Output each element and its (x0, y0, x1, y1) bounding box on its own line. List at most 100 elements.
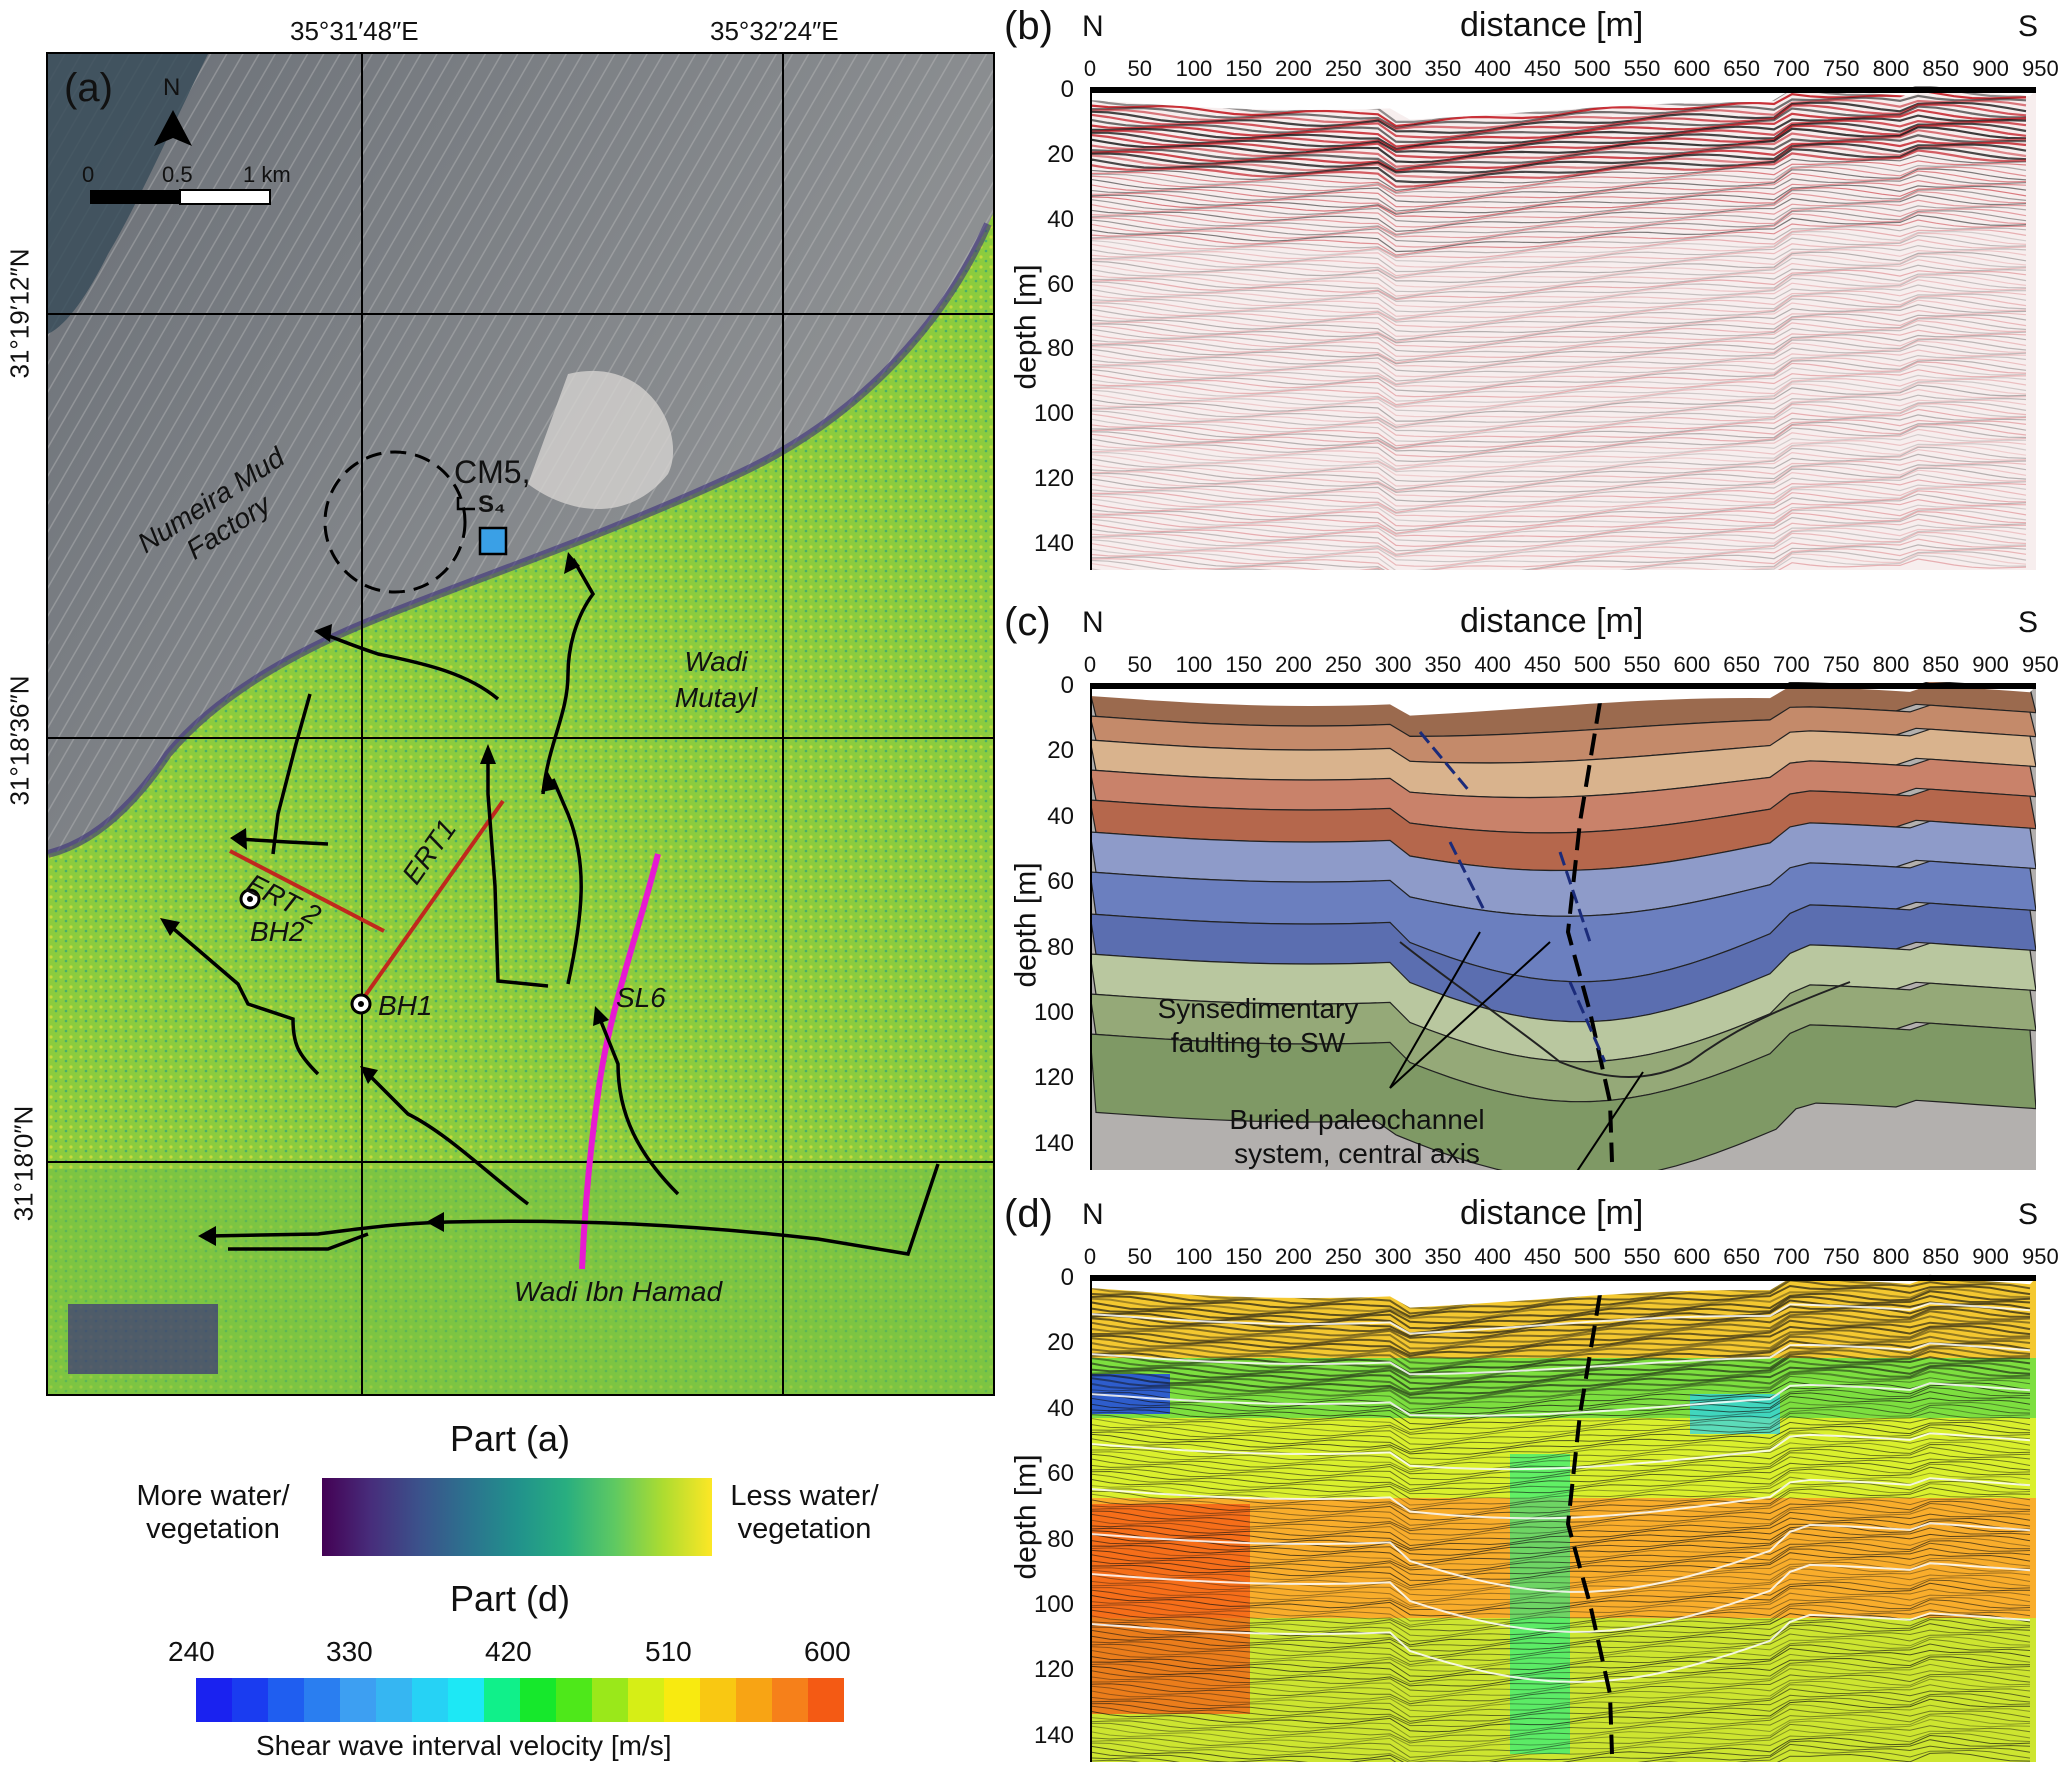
section-b-depth-tick: 40 (1047, 205, 1074, 233)
section-b-x-tick: 950 (2022, 56, 2059, 81)
section-c-depth-tick: 40 (1047, 802, 1074, 830)
more-water-label: More water/ vegetation (136, 1480, 290, 1546)
panel-d-letter: (d) (1004, 1192, 1053, 1236)
section-b-x-tick: 400 (1474, 56, 1512, 81)
section-c-depth-tick: 120 (1033, 1064, 1074, 1092)
section-d-depth-tick: 100 (1033, 1591, 1074, 1619)
section-d-x-tick: 450 (1524, 1244, 1561, 1269)
section-c-x-tick: 650 (1723, 652, 1760, 677)
section-c-depth-tick: 100 (1033, 999, 1074, 1027)
section-c-depth-tick: 140 (1033, 1129, 1074, 1157)
synsedimentary-annotation: Synsedimentary faulting to SW (1157, 993, 1359, 1058)
section-d-plot (1090, 1274, 2036, 1762)
section-c-depth-tick: 20 (1047, 737, 1074, 765)
section-d-left: N (1082, 1198, 1104, 1231)
section-d-x-tick: 300 (1374, 1244, 1412, 1269)
section-b-x-tick: 900 (1972, 56, 2009, 81)
section-c-x-tick: 950 (2022, 652, 2059, 677)
north-label: N (163, 74, 181, 101)
section-d-distance-label: distance [m] (1460, 1194, 1644, 1232)
section-d-x-tick: 850 (1922, 1244, 1960, 1269)
section-d-depth-tick: 120 (1033, 1656, 1074, 1684)
section-d-x-tick: 250 (1324, 1244, 1362, 1269)
legend-part-d-title: Part (d) (450, 1578, 571, 1619)
velocity-colorbar-segment (196, 1678, 232, 1722)
velocity-tick-420: 420 (485, 1636, 532, 1667)
section-c-x-tick: 750 (1822, 652, 1860, 677)
section-b-x-tick: 500 (1573, 56, 1611, 81)
section-d-right: S (2018, 1198, 2039, 1231)
section-c-x-tick: 400 (1474, 652, 1512, 677)
section-c-x-tick: 0 (1083, 652, 1097, 677)
section-c-x-tick: 200 (1275, 652, 1312, 677)
section-d-x-tick: 550 (1623, 1244, 1661, 1269)
section-d-x-tick: 400 (1474, 1244, 1512, 1269)
section-c-x-tick: 700 (1773, 652, 1810, 677)
section-c-x-tick: 150 (1225, 652, 1263, 677)
velocity-colorbar-segment (628, 1678, 664, 1722)
section-d-x-tick: 100 (1175, 1244, 1213, 1269)
section-c-x-tick: 800 (1872, 652, 1910, 677)
section-d-x-tick: 500 (1573, 1244, 1611, 1269)
section-b-x-tick: 700 (1773, 56, 1810, 81)
section-b-left: N (1082, 10, 1104, 43)
velocity-caption: Shear wave interval velocity [m/s] (256, 1730, 672, 1761)
section-c-x-tick: 350 (1424, 652, 1462, 677)
section-b-x-tick: 150 (1225, 56, 1263, 81)
bh2-label: BH2 (250, 916, 305, 947)
section-c-depth-tick: 0 (1060, 672, 1074, 699)
map-panel-a: (a) N 0 0.5 1 km Numeira Mud Factory CM5… (46, 52, 995, 1396)
panel-a-letter: (a) (64, 66, 113, 110)
velocity-colorbar-segment (664, 1678, 700, 1722)
section-b-x-tick: 50 (1127, 56, 1153, 81)
section-b-x-tick: 250 (1324, 56, 1362, 81)
section-b-x-tick: 0 (1083, 56, 1097, 81)
velocity-colorbar-segment (700, 1678, 736, 1722)
section-b-plot (1090, 86, 2036, 570)
lat-label-1: 31°19′12″N (4, 248, 35, 379)
velocity-colorbar-segment (520, 1678, 556, 1722)
velocity-colorbar-segment (304, 1678, 340, 1722)
section-b-depth-tick: 120 (1033, 465, 1074, 493)
scale-tick-2: 1 km (243, 162, 291, 187)
section-b-x-tick: 300 (1374, 56, 1412, 81)
section-c-left: N (1082, 606, 1104, 639)
section-d-x-tick: 700 (1773, 1244, 1810, 1269)
map-image (48, 54, 993, 1394)
section-b-depth-tick: 60 (1047, 270, 1074, 298)
velocity-tick-330: 330 (326, 1636, 373, 1667)
velocity-colorbar-segment (376, 1678, 412, 1722)
velocity-colorbar-segment (448, 1678, 484, 1722)
section-c-x-tick: 250 (1324, 652, 1362, 677)
section-b-depth-tick: 80 (1047, 335, 1074, 363)
section-b-x-tick: 200 (1275, 56, 1312, 81)
velocity-tick-510: 510 (645, 1636, 692, 1667)
section-d-depth-tick: 60 (1047, 1460, 1074, 1488)
section-c-depth-tick: 80 (1047, 933, 1074, 961)
section-b-depth-tick: 20 (1047, 140, 1074, 168)
section-b-x-tick: 750 (1822, 56, 1860, 81)
section-b-distance-label: distance [m] (1460, 6, 1644, 44)
section-b-x-tick: 100 (1175, 56, 1213, 81)
wadi-mutayl-label: Wadi Mutayl (674, 646, 758, 714)
section-c-right: S (2018, 606, 2039, 639)
section-b-x-tick: 850 (1922, 56, 1960, 81)
velocity-colorbar-segment (808, 1678, 844, 1722)
section-c-x-tick: 50 (1127, 652, 1153, 677)
paleochannel-annotation: Buried paleochannel system, central axis (1229, 1104, 1485, 1169)
section-b-depth-tick: 0 (1060, 76, 1074, 103)
velocity-colorbar (196, 1678, 844, 1722)
section-c-x-tick: 500 (1573, 652, 1611, 677)
section-c-plot (1090, 682, 2036, 1170)
section-d-depth-tick: 140 (1033, 1721, 1074, 1749)
section-d-depth-tick: 40 (1047, 1394, 1074, 1422)
viridis-colorbar (322, 1478, 712, 1556)
velocity-colorbar-segment (592, 1678, 628, 1722)
velocity-colorbar-segment (268, 1678, 304, 1722)
lat-label-2: 31°18′36″N (4, 675, 35, 806)
section-c-x-tick: 100 (1175, 652, 1213, 677)
lon-label-2: 35°32′24″E (710, 16, 839, 46)
section-c-x-tick: 450 (1524, 652, 1561, 677)
section-d-x-tick: 950 (2022, 1244, 2059, 1269)
section-d-x-tick: 200 (1275, 1244, 1312, 1269)
